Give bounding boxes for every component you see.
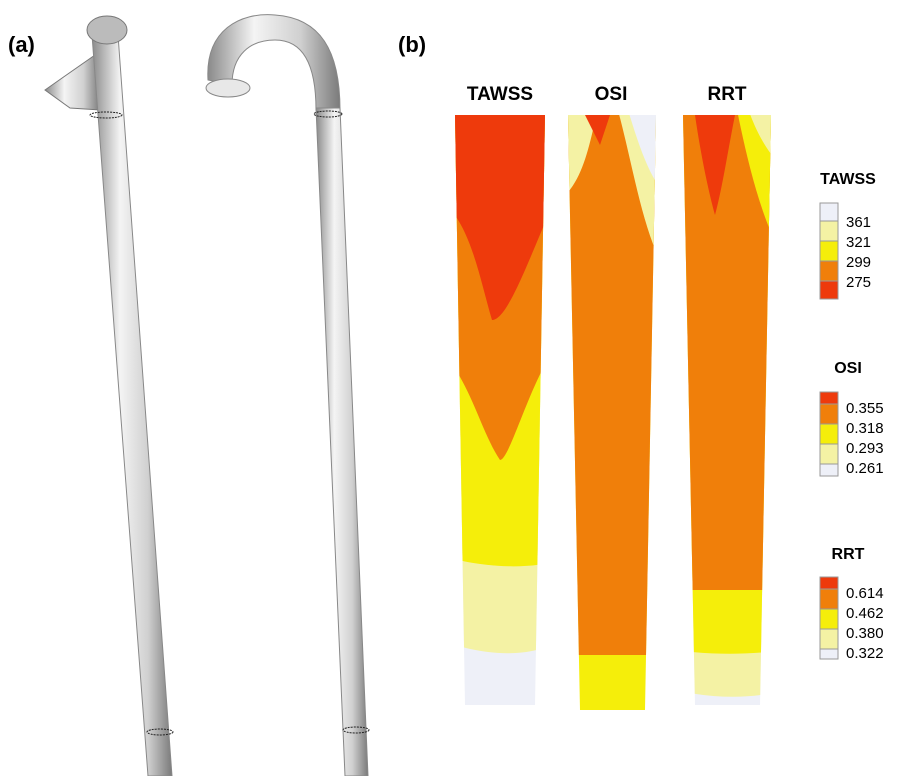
column-title: RRT — [707, 84, 746, 105]
legend-level: 0.322 — [846, 645, 884, 662]
column-title: OSI — [595, 84, 628, 105]
legend-level: 0.614 — [846, 585, 884, 602]
panel-label: (a) — [8, 32, 35, 57]
legend-level: 0.293 — [846, 440, 884, 457]
legend-level: 0.380 — [846, 625, 884, 642]
contour-map — [560, 100, 670, 720]
legend-level: 0.261 — [846, 460, 884, 477]
figure: (a) (b) TAWSS OSI RRT TAWSS 361 321 299 … — [0, 0, 923, 776]
legend-title: OSI — [834, 360, 862, 377]
legend: RRT 0.614 0.462 0.380 0.322 — [820, 546, 884, 662]
legend-title: RRT — [832, 546, 865, 563]
panel-label: (b) — [398, 32, 426, 57]
pipe-model — [206, 15, 369, 776]
legend-level: 299 — [846, 254, 871, 271]
contour-map — [675, 100, 785, 720]
legend-level: 361 — [846, 214, 871, 231]
pipe-model — [45, 16, 173, 776]
legend-level: 275 — [846, 274, 871, 291]
legend-level: 0.462 — [846, 605, 884, 622]
legend: TAWSS 361 321 299 275 — [820, 171, 876, 299]
legend-level: 0.318 — [846, 420, 884, 437]
legend-title: TAWSS — [820, 171, 876, 188]
legend-level: 0.355 — [846, 400, 884, 417]
legend: OSI 0.355 0.318 0.293 0.261 — [820, 360, 884, 477]
column-title: TAWSS — [467, 84, 533, 105]
legend-level: 321 — [846, 234, 871, 251]
contour-map — [440, 100, 560, 720]
